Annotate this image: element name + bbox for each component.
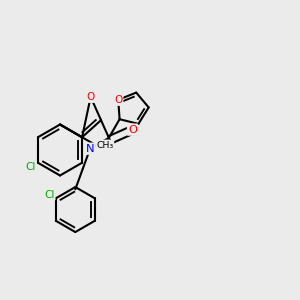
Text: O: O xyxy=(114,95,122,105)
Text: N: N xyxy=(86,144,94,154)
Text: CH₃: CH₃ xyxy=(96,140,113,150)
Text: Cl: Cl xyxy=(25,162,35,172)
Text: Cl: Cl xyxy=(44,190,55,200)
Text: O: O xyxy=(128,124,137,135)
Text: O: O xyxy=(86,92,95,102)
